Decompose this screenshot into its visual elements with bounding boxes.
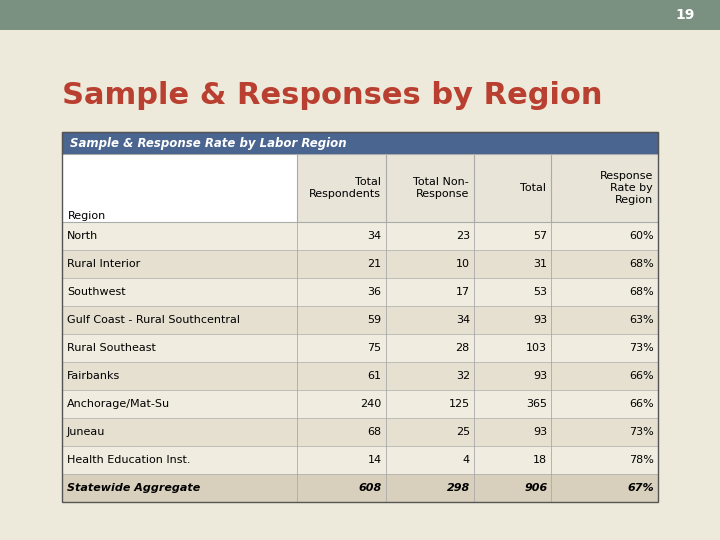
- Text: 68%: 68%: [629, 287, 654, 297]
- Text: 73%: 73%: [629, 427, 654, 437]
- Text: 906: 906: [524, 483, 547, 493]
- Text: Rural Interior: Rural Interior: [67, 259, 140, 269]
- Text: 14: 14: [367, 455, 382, 465]
- Text: 75: 75: [367, 343, 382, 353]
- Text: 17: 17: [456, 287, 470, 297]
- Text: 63%: 63%: [629, 315, 654, 325]
- Text: Total
Respondents: Total Respondents: [309, 177, 381, 199]
- Text: 4: 4: [463, 455, 470, 465]
- Text: 25: 25: [456, 427, 470, 437]
- Text: Rural Southeast: Rural Southeast: [67, 343, 156, 353]
- Text: Statewide Aggregate: Statewide Aggregate: [67, 483, 200, 493]
- Text: 125: 125: [449, 399, 470, 409]
- Text: 36: 36: [368, 287, 382, 297]
- Text: 68: 68: [367, 427, 382, 437]
- Text: 298: 298: [446, 483, 470, 493]
- Text: 66%: 66%: [629, 371, 654, 381]
- Text: 31: 31: [534, 259, 547, 269]
- Text: 23: 23: [456, 231, 470, 241]
- Text: Sample & Response Rate by Labor Region: Sample & Response Rate by Labor Region: [70, 137, 346, 150]
- Text: Total: Total: [521, 183, 546, 193]
- Text: 93: 93: [534, 371, 547, 381]
- Text: Total Non-
Response: Total Non- Response: [413, 177, 469, 199]
- Text: Health Education Inst.: Health Education Inst.: [67, 455, 191, 465]
- Text: 10: 10: [456, 259, 470, 269]
- Text: Region: Region: [68, 211, 107, 221]
- Text: 608: 608: [359, 483, 382, 493]
- Text: Response
Rate by
Region: Response Rate by Region: [600, 171, 653, 205]
- Text: North: North: [67, 231, 98, 241]
- Text: 32: 32: [456, 371, 470, 381]
- Text: Gulf Coast - Rural Southcentral: Gulf Coast - Rural Southcentral: [67, 315, 240, 325]
- Text: 73%: 73%: [629, 343, 654, 353]
- Text: 61: 61: [368, 371, 382, 381]
- Text: 18: 18: [534, 455, 547, 465]
- Text: 67%: 67%: [627, 483, 654, 493]
- Text: 78%: 78%: [629, 455, 654, 465]
- Text: 34: 34: [367, 231, 382, 241]
- Text: Anchorage/Mat-Su: Anchorage/Mat-Su: [67, 399, 170, 409]
- Text: 240: 240: [361, 399, 382, 409]
- Text: 103: 103: [526, 343, 547, 353]
- Text: 19: 19: [675, 8, 695, 22]
- Text: Fairbanks: Fairbanks: [67, 371, 120, 381]
- Text: 60%: 60%: [629, 231, 654, 241]
- Text: 93: 93: [534, 427, 547, 437]
- Text: 93: 93: [534, 315, 547, 325]
- Text: 59: 59: [367, 315, 382, 325]
- Text: Southwest: Southwest: [67, 287, 125, 297]
- Text: 53: 53: [534, 287, 547, 297]
- Text: Juneau: Juneau: [67, 427, 105, 437]
- Text: 21: 21: [367, 259, 382, 269]
- Text: 28: 28: [456, 343, 470, 353]
- Text: 57: 57: [534, 231, 547, 241]
- Text: 34: 34: [456, 315, 470, 325]
- Text: 68%: 68%: [629, 259, 654, 269]
- Text: 365: 365: [526, 399, 547, 409]
- Text: 66%: 66%: [629, 399, 654, 409]
- Text: Sample & Responses by Region: Sample & Responses by Region: [62, 80, 603, 110]
